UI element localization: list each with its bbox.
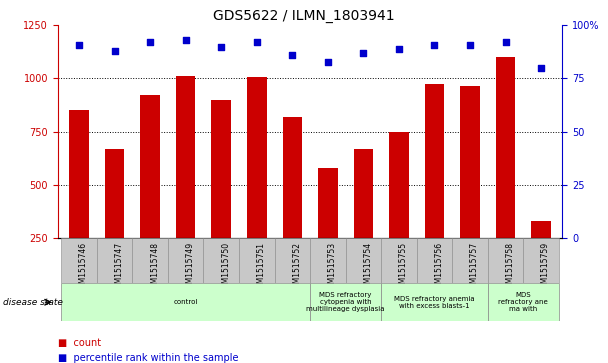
Text: GSM1515748: GSM1515748 bbox=[150, 242, 159, 293]
Text: GDS5622 / ILMN_1803941: GDS5622 / ILMN_1803941 bbox=[213, 9, 395, 23]
Bar bbox=[389, 131, 409, 291]
Bar bbox=[460, 86, 480, 291]
Point bbox=[145, 40, 155, 45]
Text: GSM1515752: GSM1515752 bbox=[292, 242, 302, 293]
FancyBboxPatch shape bbox=[61, 238, 97, 283]
FancyBboxPatch shape bbox=[523, 238, 559, 283]
FancyBboxPatch shape bbox=[381, 238, 416, 283]
Text: MDS
refractory ane
ma with: MDS refractory ane ma with bbox=[499, 292, 548, 312]
Text: GSM1515754: GSM1515754 bbox=[364, 242, 372, 293]
Bar bbox=[354, 148, 373, 291]
Point bbox=[394, 46, 404, 52]
FancyBboxPatch shape bbox=[97, 238, 133, 283]
Point bbox=[216, 44, 226, 49]
Point bbox=[536, 65, 546, 71]
Point bbox=[288, 52, 297, 58]
Text: GSM1515746: GSM1515746 bbox=[79, 242, 88, 293]
Text: GSM1515759: GSM1515759 bbox=[541, 242, 550, 293]
Bar bbox=[496, 57, 516, 291]
FancyBboxPatch shape bbox=[452, 238, 488, 283]
Bar bbox=[69, 110, 89, 291]
Bar bbox=[212, 100, 231, 291]
Bar bbox=[283, 117, 302, 291]
FancyBboxPatch shape bbox=[133, 238, 168, 283]
Text: GSM1515749: GSM1515749 bbox=[185, 242, 195, 293]
Bar bbox=[247, 77, 266, 291]
Text: GSM1515757: GSM1515757 bbox=[470, 242, 479, 293]
Point bbox=[110, 48, 120, 54]
Point bbox=[252, 40, 261, 45]
Point bbox=[465, 42, 475, 48]
FancyBboxPatch shape bbox=[416, 238, 452, 283]
FancyBboxPatch shape bbox=[239, 238, 275, 283]
Point bbox=[181, 37, 190, 43]
FancyBboxPatch shape bbox=[488, 283, 559, 321]
Bar bbox=[176, 76, 195, 291]
Point bbox=[323, 58, 333, 64]
Text: GSM1515751: GSM1515751 bbox=[257, 242, 266, 293]
FancyBboxPatch shape bbox=[204, 238, 239, 283]
FancyBboxPatch shape bbox=[310, 238, 345, 283]
Bar bbox=[318, 168, 337, 291]
FancyBboxPatch shape bbox=[168, 238, 204, 283]
Text: GSM1515758: GSM1515758 bbox=[505, 242, 514, 293]
Text: ■  percentile rank within the sample: ■ percentile rank within the sample bbox=[58, 352, 238, 363]
Bar bbox=[425, 84, 444, 291]
Text: MDS refractory
cytopenia with
multilineage dysplasia: MDS refractory cytopenia with multilinea… bbox=[306, 292, 385, 312]
Bar bbox=[531, 221, 551, 291]
Text: GSM1515747: GSM1515747 bbox=[115, 242, 123, 293]
Text: GSM1515756: GSM1515756 bbox=[435, 242, 443, 293]
Point bbox=[74, 42, 84, 48]
Text: GSM1515750: GSM1515750 bbox=[221, 242, 230, 293]
Text: MDS refractory anemia
with excess blasts-1: MDS refractory anemia with excess blasts… bbox=[394, 296, 475, 309]
Text: GSM1515753: GSM1515753 bbox=[328, 242, 337, 293]
Bar bbox=[105, 148, 125, 291]
Point bbox=[359, 50, 368, 56]
FancyBboxPatch shape bbox=[488, 238, 523, 283]
FancyBboxPatch shape bbox=[61, 283, 310, 321]
FancyBboxPatch shape bbox=[345, 238, 381, 283]
Text: ■  count: ■ count bbox=[58, 338, 101, 348]
Text: control: control bbox=[173, 299, 198, 305]
Point bbox=[500, 40, 510, 45]
Text: disease state: disease state bbox=[3, 298, 63, 307]
Text: GSM1515755: GSM1515755 bbox=[399, 242, 408, 293]
Point bbox=[430, 42, 440, 48]
FancyBboxPatch shape bbox=[310, 283, 381, 321]
Bar bbox=[140, 95, 160, 291]
FancyBboxPatch shape bbox=[381, 283, 488, 321]
FancyBboxPatch shape bbox=[275, 238, 310, 283]
